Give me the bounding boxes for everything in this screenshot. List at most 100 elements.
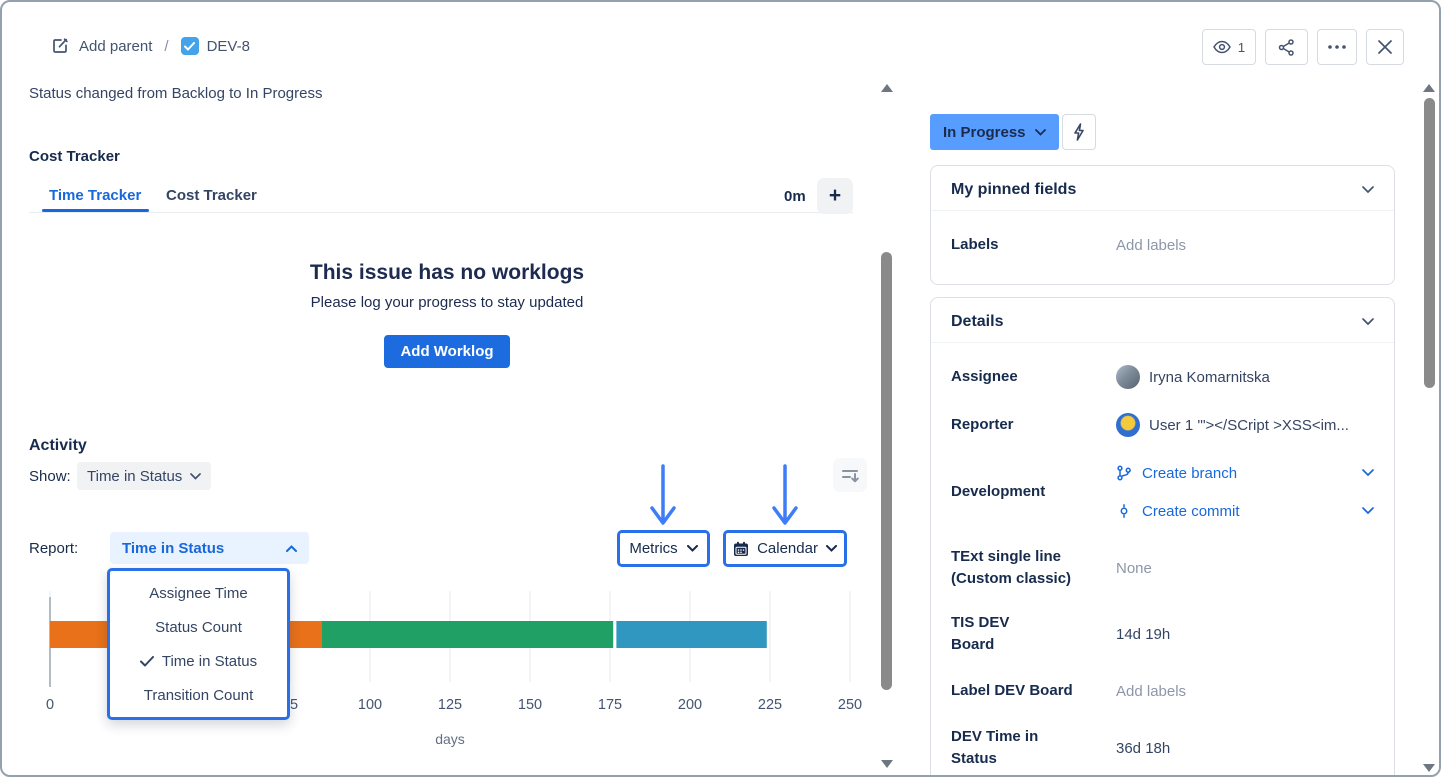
check-icon [139,655,154,667]
sort-order-button[interactable] [833,458,867,492]
field-row-label-dev-board: Label DEV Board Add labels [951,671,1374,711]
svg-text:100: 100 [358,697,382,713]
field-row-tis-dev-board: TIS DEV Board 14d 19h [951,605,1374,663]
assignee-name: Iryna Komarnitska [1149,368,1270,386]
chevron-down-icon [686,545,698,552]
tab-time-tracker[interactable]: Time Tracker [49,187,142,204]
chevron-up-icon [286,544,297,552]
svg-text:125: 125 [438,697,462,713]
card-divider [931,210,1394,211]
empty-worklog-title: This issue has no worklogs [309,261,585,284]
status-change-line: Status changed from Backlog to In Progre… [29,85,323,102]
lightning-icon [1072,123,1086,141]
main-scrollbar [878,80,896,775]
create-branch-link[interactable]: Create branch [1116,458,1374,488]
report-dropdown[interactable]: Time in Status [110,532,309,564]
labels-field-label: Labels [951,236,999,254]
dev-time-in-status-label: DEV Time in Status [951,728,1039,767]
scroll-up-arrow[interactable] [881,84,893,92]
branch-icon [1116,465,1132,481]
scroll-down-arrow[interactable] [881,760,893,768]
menu-item-assignee-time[interactable]: Assignee Time [149,584,248,602]
watch-button[interactable]: 1 [1202,29,1256,65]
collapse-details-icon[interactable] [1362,318,1374,326]
report-dropdown-value: Time in Status [122,539,225,557]
chevron-down-icon [190,472,202,480]
create-commit-link[interactable]: Create commit [1116,496,1374,526]
chevron-down-icon [1034,128,1046,136]
edit-icon [50,36,70,56]
empty-worklog-state: This issue has no worklogs Please log yo… [117,261,777,368]
reporter-label: Reporter [951,416,1014,434]
close-button[interactable] [1366,29,1404,65]
main-scrollbar-thumb[interactable] [881,252,892,690]
add-worklog-button[interactable]: Add Worklog [384,335,510,368]
labels-field-value[interactable]: Add labels [1116,236,1187,254]
field-row-text-single-line: TExt single line (Custom classic) None [951,539,1374,597]
assignee-label: Assignee [951,368,1018,386]
add-parent-button[interactable]: Add parent [50,36,152,56]
chevron-down-icon [1362,507,1374,515]
field-row-dev-time-in-status: DEV Time in Status 36d 18h [951,719,1374,775]
share-button[interactable] [1265,29,1308,65]
activity-heading: Activity [29,437,87,454]
details-card: Details Assignee Iryna Komarnitska Repor… [930,297,1395,775]
collapse-pinned-icon[interactable] [1362,186,1374,194]
window-scrollbar-thumb[interactable] [1424,98,1435,388]
field-row-development: Development Create branch [951,453,1374,531]
close-icon [1378,40,1392,54]
menu-item-transition-count[interactable]: Transition Count [143,686,254,704]
create-branch-label: Create branch [1142,464,1238,482]
time-total: 0m [784,188,806,205]
automation-button[interactable] [1062,114,1096,150]
field-row-reporter: Reporter User 1 '"></SCript >XSS<im... [951,405,1374,445]
breadcrumb-separator: / [164,37,169,55]
menu-item-status-count[interactable]: Status Count [155,618,242,636]
pinned-fields-heading: My pinned fields [951,181,1077,198]
assignee-avatar [1116,365,1140,389]
sort-descending-icon [839,463,861,485]
calendar-label: Calendar [757,540,818,557]
field-row-assignee: Assignee Iryna Komarnitska [951,357,1374,397]
show-dropdown[interactable]: Time in Status [77,462,212,490]
chevron-down-icon [825,545,837,552]
share-icon [1278,38,1295,56]
dev-time-in-status-value: 36d 18h [1116,739,1171,757]
more-button[interactable] [1317,29,1357,65]
development-label: Development [951,483,1046,501]
calendar-icon [733,541,749,557]
svg-text:150: 150 [518,697,542,713]
report-dropdown-menu: Assignee Time Status Count Time in Statu… [107,568,290,720]
show-dropdown-value: Time in Status [87,467,183,485]
menu-item-time-in-status[interactable]: Time in Status [110,644,287,678]
add-time-button[interactable]: + [817,178,853,214]
svg-text:175: 175 [598,697,622,713]
metrics-dropdown[interactable]: Metrics [617,530,710,567]
calendar-dropdown[interactable]: Calendar [723,530,847,567]
eye-icon [1212,40,1231,54]
pinned-fields-card: My pinned fields Labels Add labels [930,165,1395,285]
reporter-value[interactable]: User 1 '"></SCript >XSS<im... [1116,413,1374,437]
svg-text:days: days [435,731,465,747]
scroll-up-arrow[interactable] [1423,84,1435,92]
assignee-value[interactable]: Iryna Komarnitska [1116,365,1374,389]
header-actions: 1 [1202,29,1404,65]
status-dropdown[interactable]: In Progress [930,114,1059,150]
text-single-line-value[interactable]: None [1116,559,1152,577]
tis-dev-board-value: 14d 19h [1116,625,1171,643]
card-divider [931,342,1394,343]
label-dev-board-label: Label DEV Board [951,682,1073,700]
scroll-down-arrow[interactable] [1423,764,1435,772]
commit-icon [1116,503,1132,519]
show-label: Show: [29,468,71,485]
field-row-labels: Labels Add labels [951,225,1374,265]
ellipsis-icon [1328,45,1346,49]
tab-cost-tracker[interactable]: Cost Tracker [166,187,257,204]
task-type-icon [180,37,199,55]
metrics-label: Metrics [629,540,678,557]
breadcrumb-issue-link[interactable]: DEV-8 [180,37,250,55]
empty-worklog-subtitle: Please log your progress to stay updated [310,294,584,311]
reporter-avatar [1116,413,1140,437]
label-dev-board-value[interactable]: Add labels [1116,682,1187,700]
